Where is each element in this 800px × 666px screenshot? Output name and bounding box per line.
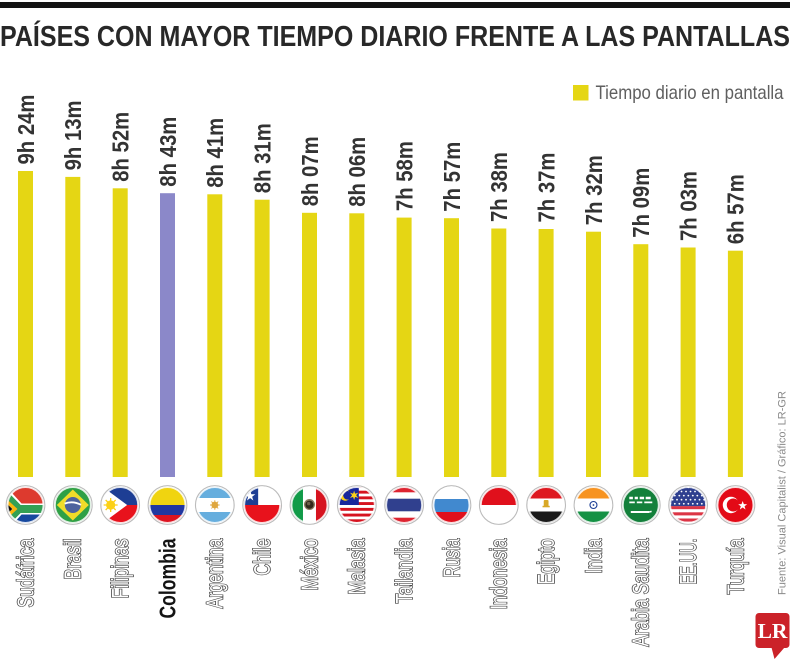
svg-text:8h 07m: 8h 07m	[297, 136, 323, 206]
svg-text:7h 03m: 7h 03m	[675, 171, 701, 241]
svg-text:Colombia: Colombia	[154, 538, 180, 618]
svg-text:Filipinas: Filipinas	[107, 539, 133, 599]
svg-text:EE.UU.: EE.UU.	[675, 539, 701, 585]
svg-text:Arabia Saudita: Arabia Saudita	[628, 538, 654, 646]
svg-text:Malasia: Malasia	[344, 538, 370, 594]
svg-text:Fuente: Visual Capitalist / Gr: Fuente: Visual Capitalist / Gráfico: LR-…	[777, 391, 789, 595]
svg-text:8h 31m: 8h 31m	[249, 123, 275, 193]
svg-text:6h 57m: 6h 57m	[723, 174, 749, 244]
svg-text:Egipto: Egipto	[533, 539, 559, 585]
svg-text:PAÍSES CON MAYOR TIEMPO DIARIO: PAÍSES CON MAYOR TIEMPO DIARIO FRENTE A …	[0, 19, 790, 53]
svg-text:7h 09m: 7h 09m	[628, 168, 654, 238]
svg-text:8h 41m: 8h 41m	[202, 118, 228, 188]
svg-text:Tailandia: Tailandia	[391, 538, 417, 603]
svg-text:7h 58m: 7h 58m	[391, 141, 417, 211]
svg-text:Chile: Chile	[249, 539, 275, 576]
svg-text:8h 06m: 8h 06m	[344, 137, 370, 207]
svg-text:Rusia: Rusia	[438, 538, 464, 577]
svg-text:LR: LR	[758, 619, 788, 643]
svg-text:Argentina: Argentina	[202, 538, 228, 608]
svg-text:7h 37m: 7h 37m	[533, 153, 559, 223]
svg-text:7h 38m: 7h 38m	[486, 152, 512, 222]
svg-text:Indonesia: Indonesia	[486, 538, 512, 609]
svg-text:India: India	[580, 538, 606, 573]
svg-text:Turquía: Turquía	[722, 538, 748, 594]
svg-text:8h 52m: 8h 52m	[108, 112, 134, 182]
svg-text:7h 57m: 7h 57m	[439, 142, 465, 212]
svg-text:8h 43m: 8h 43m	[155, 117, 181, 187]
svg-text:México: México	[296, 539, 322, 591]
svg-text:9h 13m: 9h 13m	[60, 100, 86, 170]
svg-text:9h 24m: 9h 24m	[13, 95, 39, 165]
svg-text:Tiempo diario en pantalla: Tiempo diario en pantalla	[596, 82, 784, 104]
svg-text:Brasil: Brasil	[60, 539, 86, 580]
svg-text:7h 32m: 7h 32m	[581, 155, 607, 225]
svg-text:Sudáfrica: Sudáfrica	[12, 538, 38, 607]
